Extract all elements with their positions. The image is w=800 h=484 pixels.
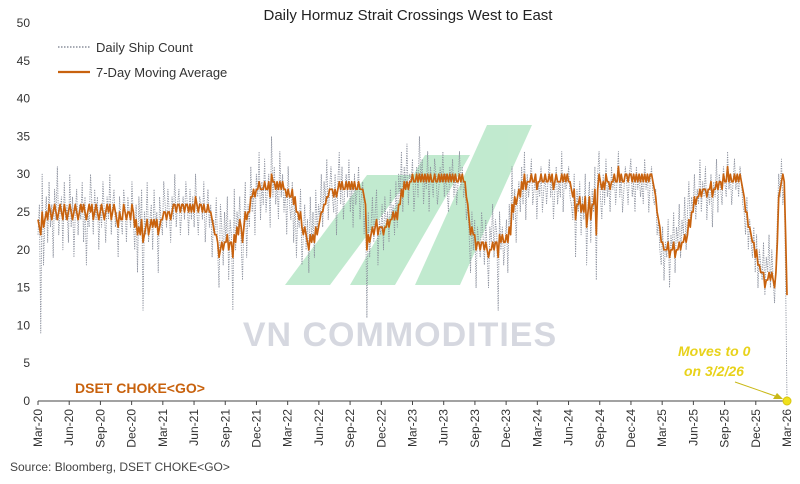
x-tick-label: Jun-25: [686, 409, 700, 446]
x-tick-label: Jun-21: [187, 409, 201, 446]
y-tick-label: 25: [17, 205, 31, 219]
watermark-logo-stripe-3: [415, 125, 532, 285]
x-tick-label: Mar-24: [530, 409, 544, 447]
x-tick-label: Dec-21: [249, 409, 263, 448]
watermark-logo: [285, 125, 532, 285]
annotation: Moves to 0 on 3/2/26: [678, 343, 792, 406]
x-tick-label: Sep-24: [593, 409, 607, 448]
y-tick-label: 40: [17, 92, 31, 106]
x-tick-label: Mar-21: [156, 409, 170, 447]
x-tick-label: Sep-21: [218, 409, 232, 448]
legend: Daily Ship Count 7-Day Moving Average: [58, 40, 227, 80]
x-tick-label: Sep-20: [93, 409, 107, 448]
watermark-logo-stripe-2: [350, 155, 470, 285]
y-tick-label: 20: [17, 243, 31, 257]
series-daily-ship-count: [37, 135, 788, 402]
chart-title: Daily Hormuz Strait Crossings West to Ea…: [264, 7, 554, 24]
x-tick-label: Mar-25: [655, 409, 669, 447]
x-tick-label: Dec-22: [374, 409, 388, 448]
x-tick-label: Sep-25: [718, 409, 732, 448]
x-tick-label: Dec-20: [125, 409, 139, 448]
y-tick-label: 35: [17, 129, 31, 143]
series-7-day-moving-average: [37, 165, 788, 296]
x-tick-label: Mar-23: [406, 409, 420, 447]
y-tick-label: 50: [17, 16, 31, 30]
x-tick-label: Dec-25: [749, 409, 763, 448]
x-tick-label: Dec-24: [624, 409, 638, 448]
source-note: Source: Bloomberg, DSET CHOKE<GO>: [10, 460, 230, 474]
watermark-text: VN COMMODITIES: [243, 316, 557, 354]
plot-area: [37, 135, 788, 402]
annotation-zero-dot: [782, 396, 792, 406]
x-tick-label: Dec-23: [499, 409, 513, 448]
annotation-arrow-shaft: [734, 381, 779, 398]
watermark-logo-stripe-1: [285, 175, 412, 285]
y-axis: 0 5 10 15 20 25 30 35 40 45 50: [17, 16, 31, 408]
x-tick-label: Sep-22: [343, 409, 357, 448]
annotation-line-1: Moves to 0: [678, 343, 751, 359]
y-tick-label: 0: [23, 394, 30, 408]
x-tick-label: Mar-20: [31, 409, 45, 447]
y-tick-label: 10: [17, 318, 31, 332]
x-tick-label: Jun-23: [437, 409, 451, 446]
x-tick-label: Jun-24: [562, 409, 576, 446]
x-tick-label: Mar-26: [780, 409, 794, 447]
choke-label: DSET CHOKE<GO>: [75, 380, 205, 396]
x-tick-label: Jun-20: [62, 409, 76, 446]
annotation-arrow-head: [773, 393, 783, 399]
x-tick-label: Sep-23: [468, 409, 482, 448]
x-tick-label: Jun-22: [312, 409, 326, 446]
y-tick-label: 45: [17, 54, 31, 68]
y-tick-label: 5: [23, 356, 30, 370]
annotation-line-2: on 3/2/26: [684, 363, 744, 379]
y-tick-label: 30: [17, 167, 31, 181]
y-tick-label: 15: [17, 281, 31, 295]
x-tick-label: Mar-22: [281, 409, 295, 447]
legend-label-daily: Daily Ship Count: [96, 40, 193, 55]
legend-label-average: 7-Day Moving Average: [96, 65, 227, 80]
x-axis: Mar-20 Jun-20 Sep-20 Dec-20 Mar-21 Jun-21 Sep-…: [31, 400, 794, 448]
